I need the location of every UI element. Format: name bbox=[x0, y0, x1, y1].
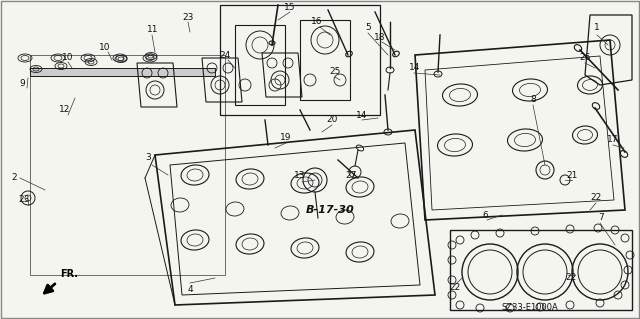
Text: 3: 3 bbox=[145, 153, 151, 162]
Text: 25: 25 bbox=[330, 68, 340, 77]
Text: 16: 16 bbox=[311, 18, 323, 26]
Text: 7: 7 bbox=[598, 213, 604, 222]
Text: 6: 6 bbox=[482, 211, 488, 219]
Text: 20: 20 bbox=[326, 115, 338, 124]
Text: 22: 22 bbox=[449, 284, 461, 293]
Text: 23: 23 bbox=[182, 13, 194, 23]
Text: 13: 13 bbox=[294, 170, 306, 180]
Text: 2: 2 bbox=[11, 174, 17, 182]
Text: 11: 11 bbox=[147, 26, 159, 34]
Text: SZ33-E1000A: SZ33-E1000A bbox=[502, 302, 558, 311]
Text: 14: 14 bbox=[410, 63, 420, 72]
Text: 17: 17 bbox=[607, 136, 619, 145]
Text: 26: 26 bbox=[579, 54, 591, 63]
Bar bbox=[30, 68, 215, 76]
Bar bbox=[30, 55, 225, 275]
Text: 8: 8 bbox=[530, 95, 536, 105]
Text: 14: 14 bbox=[356, 110, 368, 120]
Text: 5: 5 bbox=[365, 24, 371, 33]
Bar bbox=[220, 5, 380, 115]
Text: 21: 21 bbox=[566, 170, 578, 180]
Text: B-17-30: B-17-30 bbox=[306, 205, 355, 215]
Text: 15: 15 bbox=[284, 4, 296, 12]
Text: 12: 12 bbox=[60, 106, 70, 115]
Text: 10: 10 bbox=[99, 42, 111, 51]
Text: 9: 9 bbox=[19, 78, 25, 87]
Bar bbox=[450, 230, 632, 310]
Text: 1: 1 bbox=[594, 24, 600, 33]
Text: 23: 23 bbox=[19, 196, 29, 204]
Text: 27: 27 bbox=[346, 170, 356, 180]
Text: 24: 24 bbox=[220, 50, 230, 60]
Text: 4: 4 bbox=[187, 286, 193, 294]
Text: FR.: FR. bbox=[60, 269, 78, 279]
Text: 18: 18 bbox=[374, 33, 386, 42]
Text: 22: 22 bbox=[590, 194, 602, 203]
Text: 22: 22 bbox=[565, 273, 577, 283]
Text: 10: 10 bbox=[62, 53, 74, 62]
Text: 19: 19 bbox=[280, 133, 292, 143]
